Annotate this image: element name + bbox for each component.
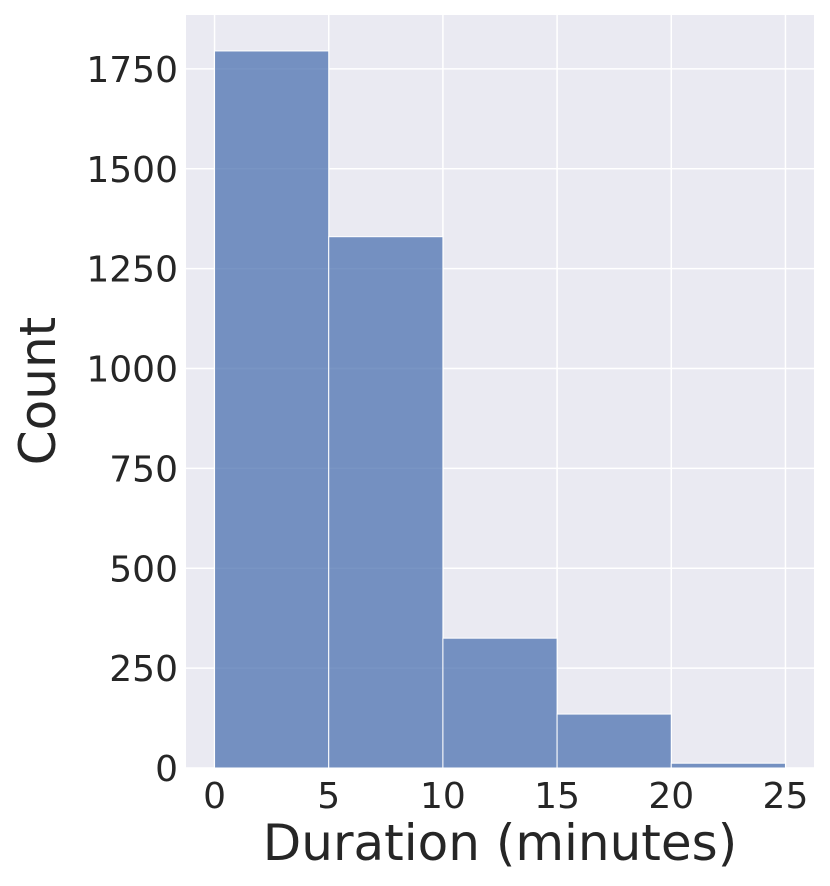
bar xyxy=(670,762,786,769)
bar xyxy=(328,236,444,769)
x-tick-label: 20 xyxy=(648,776,694,817)
y-tick-label: 250 xyxy=(109,649,178,690)
bar xyxy=(556,713,672,769)
x-tick-label: 0 xyxy=(203,776,226,817)
x-tick-label: 5 xyxy=(317,776,340,817)
x-tick-label: 15 xyxy=(534,776,580,817)
x-tick-label: 25 xyxy=(763,776,809,817)
y-tick-label: 1000 xyxy=(86,350,178,391)
bar xyxy=(214,50,330,769)
y-tick-label: 1500 xyxy=(86,150,178,191)
y-axis-label: Count xyxy=(9,317,67,466)
y-tick-label: 750 xyxy=(109,449,178,490)
y-tick-label: 1250 xyxy=(86,250,178,291)
bar xyxy=(442,637,558,769)
x-tick-label: 10 xyxy=(420,776,466,817)
y-tick-label: 500 xyxy=(109,549,178,590)
y-tick-label: 0 xyxy=(155,749,178,790)
x-axis-label: Duration (minutes) xyxy=(263,814,737,872)
y-tick-label: 1750 xyxy=(86,50,178,91)
